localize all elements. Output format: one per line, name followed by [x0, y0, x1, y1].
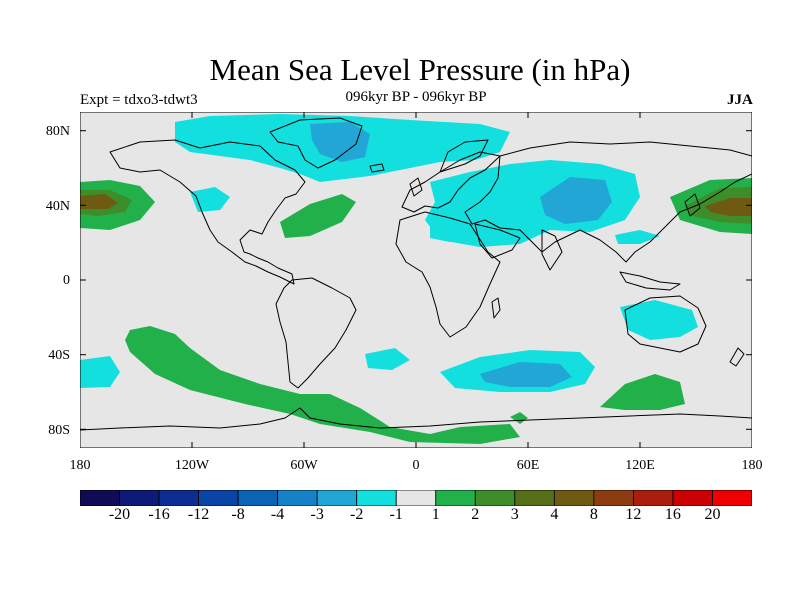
anomaly-region-arabian-low — [430, 222, 475, 242]
coastline-india — [541, 229, 563, 271]
map-subtitle: 096kyr BP - 096kyr BP — [345, 89, 487, 105]
coastline-arabia — [474, 223, 521, 259]
coastline-japan — [684, 193, 701, 217]
colorbar-label: -2 — [350, 506, 364, 523]
y-tick-label: 0 — [63, 273, 70, 288]
coastline-madagascar — [491, 297, 501, 319]
colorbar-label: -20 — [108, 506, 131, 523]
coastline-asia — [464, 141, 752, 263]
colorbar-swatch — [395, 490, 437, 506]
colorbar-label: -1 — [389, 506, 403, 523]
colorbar-label: 1 — [431, 506, 440, 523]
colorbar-label: 3 — [510, 506, 519, 523]
colorbar-swatch — [158, 490, 199, 506]
colorbar-swatch — [514, 490, 555, 506]
x-tick-label: 180 — [69, 458, 91, 473]
colorbar-label: -4 — [270, 506, 285, 523]
colorbar-swatch — [277, 490, 318, 506]
x-tick-label: 60E — [516, 458, 540, 473]
colorbar-label: -3 — [310, 506, 324, 523]
colorbar-swatch — [80, 490, 120, 506]
colorbar-swatch — [712, 490, 752, 506]
colorbar-label: 20 — [704, 506, 721, 523]
coastline-british-isles — [409, 177, 423, 197]
colorbar-swatch — [198, 490, 239, 506]
colorbar-label: 8 — [589, 506, 598, 523]
anomaly-region-greenland-low-core — [310, 122, 370, 162]
colorbar-swatch — [316, 490, 358, 506]
anomaly-region-australia-low — [620, 300, 698, 340]
colorbar-swatch — [672, 490, 713, 506]
y-tick-label: 80N — [45, 124, 70, 139]
coastline-indonesia — [619, 271, 681, 291]
coastline-africa — [395, 211, 501, 338]
colorbar-swatch — [237, 490, 279, 506]
anomaly-region-south-indian-low-core — [480, 362, 572, 387]
y-tick-label: 80S — [48, 423, 70, 438]
colorbar-label: -16 — [148, 506, 170, 523]
coastline-north-america — [109, 139, 306, 285]
colorbar-swatch — [356, 490, 397, 506]
coastline-south-america — [275, 277, 357, 389]
x-tick-label: 180 — [741, 458, 763, 473]
anomaly-region-south-pacific-high — [600, 374, 685, 410]
pressure-anomaly-map — [80, 112, 752, 448]
x-tick-label: 120W — [174, 458, 210, 473]
coastline-europe — [401, 151, 501, 213]
coastlines — [80, 117, 752, 431]
season-label: JJA — [727, 92, 753, 108]
colorbar-label: 12 — [625, 506, 642, 523]
x-tick-label: 60W — [290, 458, 318, 473]
y-tick-label: 40S — [48, 348, 70, 363]
colorbar-label: 4 — [550, 506, 559, 523]
anomaly-region-eurasia-low-core — [540, 177, 612, 224]
coastline-antarctica — [80, 407, 752, 431]
map-title: Mean Sea Level Pressure (in hPa) — [209, 52, 631, 87]
colorbar — [80, 490, 752, 506]
coastline-iceland — [369, 163, 385, 173]
anomaly-region-west-pacific-low — [80, 356, 120, 388]
colorbar-swatch — [435, 490, 476, 506]
colorbar-label: -8 — [231, 506, 245, 523]
y-tick-label: 40N — [45, 199, 70, 214]
colorbar-swatch — [119, 490, 160, 506]
experiment-label: Expt = tdxo3-tdwt3 — [80, 92, 198, 108]
anomaly-region-north-pacific-high-west-core — [80, 194, 118, 209]
axis-ticks — [80, 112, 752, 448]
anomaly-region-north-pacific-high-east-core — [705, 198, 752, 216]
coastline-scandinavia — [439, 139, 489, 173]
colorbar-label: -12 — [187, 506, 210, 523]
colorbar-label: 16 — [664, 506, 681, 523]
colorbar-swatch — [553, 490, 595, 506]
anomaly-region-south-indian-high — [510, 412, 528, 424]
x-tick-label: 0 — [412, 458, 420, 473]
coastline-new-zealand — [729, 347, 745, 367]
colorbar-swatch — [633, 490, 674, 506]
colorbar-label: 2 — [471, 506, 480, 523]
anomaly-region-south-china-low — [615, 230, 660, 244]
colorbar-swatch — [474, 490, 516, 506]
colorbar-swatch — [593, 490, 634, 506]
coastline-greenland — [269, 117, 363, 169]
x-tick-label: 120E — [625, 458, 655, 473]
coastline-australia — [624, 295, 707, 353]
anomaly-region-south-atlantic-low — [365, 348, 410, 370]
anomaly-region-north-atlantic-high — [280, 194, 356, 238]
